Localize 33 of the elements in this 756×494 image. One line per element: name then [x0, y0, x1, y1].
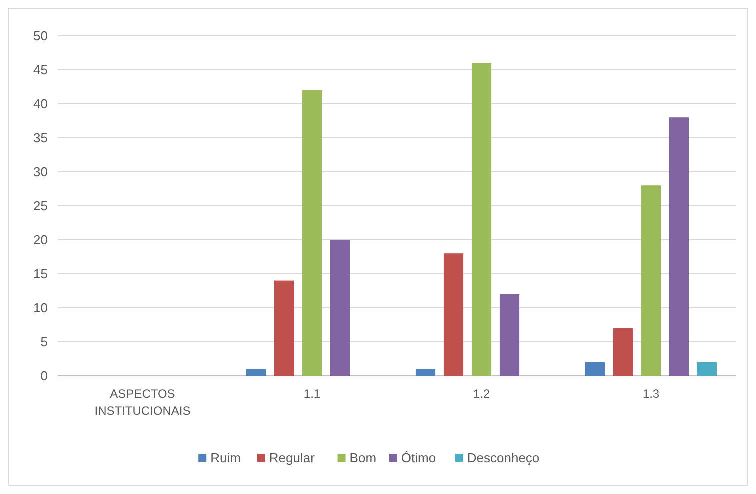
- legend-label: Ótimo: [401, 450, 436, 466]
- y-tick-label: 35: [34, 130, 48, 146]
- bar: [472, 63, 492, 376]
- x-tick-label: 1.3: [642, 387, 660, 401]
- y-tick-label: 0: [40, 368, 48, 384]
- bar: [500, 294, 520, 376]
- y-tick-label: 40: [34, 96, 48, 112]
- bar: [302, 90, 322, 376]
- bar: [669, 118, 690, 376]
- bar: [416, 369, 436, 376]
- x-tick-label: 1.1: [304, 387, 321, 401]
- y-tick-label: 50: [34, 28, 48, 44]
- bar: [246, 369, 266, 376]
- bar: [697, 362, 718, 376]
- legend-label: Ruim: [210, 450, 241, 466]
- bar: [330, 240, 350, 376]
- y-tick-label: 20: [34, 232, 48, 248]
- x-tick-label: 1.2: [473, 387, 490, 401]
- legend-label: Desconheço: [467, 450, 540, 466]
- bar: [274, 280, 294, 376]
- bar: [444, 254, 464, 376]
- y-tick-label: 5: [40, 334, 48, 350]
- bar: [641, 186, 662, 376]
- legend-label: Regular: [269, 450, 316, 466]
- y-tick-label: 10: [34, 300, 48, 316]
- legend-label: Bom: [350, 450, 377, 466]
- y-tick-label: 25: [34, 198, 48, 214]
- y-tick-label: 30: [34, 164, 48, 180]
- y-tick-label: 15: [34, 266, 48, 282]
- y-tick-label: 45: [34, 62, 48, 78]
- x-tick-label: ASPECTOS INSTITUCIONAIS: [94, 387, 191, 418]
- bar: [613, 328, 634, 376]
- bar: [585, 362, 606, 376]
